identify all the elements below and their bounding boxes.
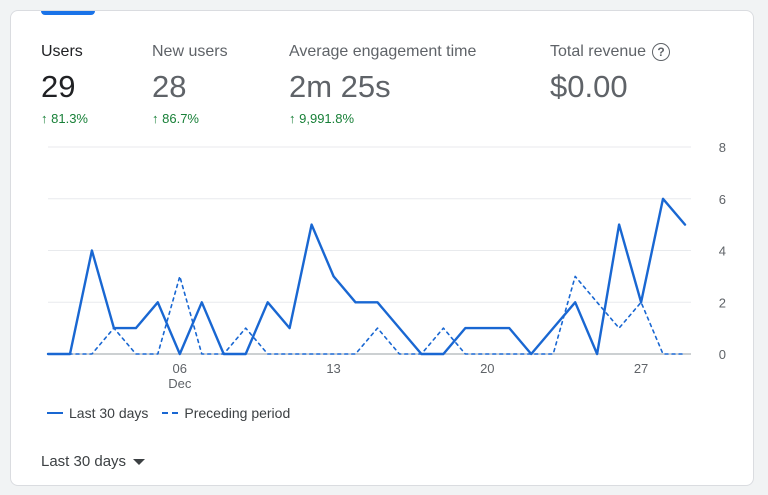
- series-line-preceding-period: [47, 275, 686, 355]
- metric-change: ↑ 9,991.8%: [289, 111, 355, 126]
- metric-value: 2m 25s: [289, 69, 391, 104]
- metric-value: $0.00: [550, 69, 628, 104]
- legend-item-last-30-days: Last 30 days: [47, 405, 148, 421]
- metric-users[interactable]: Users 29 ↑ 81.3%: [41, 42, 88, 127]
- legend-label: Preceding period: [184, 405, 291, 421]
- x-tick-label: 13: [326, 361, 340, 376]
- metric-change: ↑ 81.3%: [41, 111, 88, 126]
- users-overview-card: Users 29 ↑ 81.3% New users 28 ↑ 86.7% Av…: [10, 10, 754, 486]
- caret-down-icon: [133, 458, 146, 465]
- y-tick-label: 2: [719, 295, 726, 310]
- y-tick-label: 6: [719, 192, 726, 207]
- metric-value: 29: [41, 69, 76, 104]
- chart-legend: Last 30 days Preceding period: [47, 405, 304, 421]
- metric-label: Total revenue?: [550, 42, 671, 62]
- series-line-last-30-days: [46, 197, 687, 356]
- y-tick-label: 0: [719, 347, 726, 362]
- x-tick-label: 20: [480, 361, 494, 376]
- metric-change: ↑ 86.7%: [152, 111, 199, 126]
- y-tick-label: 8: [719, 140, 726, 155]
- solid-line-swatch: [47, 412, 63, 414]
- dashed-line-swatch: [162, 412, 179, 414]
- legend-label: Last 30 days: [69, 405, 149, 421]
- metric-value: 28: [152, 69, 187, 104]
- x-tick-sublabel: Dec: [168, 376, 192, 391]
- metric-label: Average engagement time: [289, 43, 477, 60]
- legend-item-preceding-period: Preceding period: [162, 405, 290, 421]
- metric-avg-engagement-time[interactable]: Average engagement time 2m 25s ↑ 9,991.8…: [289, 42, 476, 127]
- metric-label: Users: [41, 43, 83, 60]
- arrow-up-icon: ↑: [41, 111, 48, 126]
- x-tick-label: 27: [634, 361, 648, 376]
- arrow-up-icon: ↑: [152, 111, 159, 126]
- y-tick-label: 4: [719, 244, 726, 259]
- metric-total-revenue[interactable]: Total revenue? $0.00: [550, 42, 671, 105]
- help-icon[interactable]: ?: [652, 43, 671, 61]
- active-tab-indicator: [41, 11, 95, 15]
- date-range-label: Last 30 days: [41, 453, 127, 470]
- metric-new-users[interactable]: New users 28 ↑ 86.7%: [152, 42, 228, 127]
- date-range-dropdown[interactable]: Last 30 days: [41, 453, 146, 470]
- x-tick-label: 06: [173, 361, 187, 376]
- arrow-up-icon: ↑: [289, 111, 296, 126]
- metric-label: New users: [152, 43, 228, 60]
